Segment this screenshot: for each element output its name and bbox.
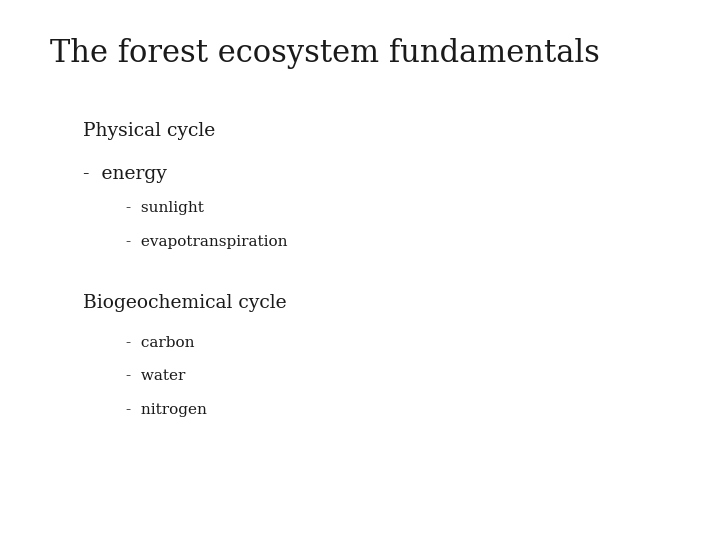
Text: -  water: - water (126, 369, 185, 383)
Text: -  carbon: - carbon (126, 336, 194, 350)
Text: -  nitrogen: - nitrogen (126, 403, 207, 417)
Text: -  energy: - energy (83, 165, 166, 183)
Text: Physical cycle: Physical cycle (83, 122, 215, 139)
Text: Biogeochemical cycle: Biogeochemical cycle (83, 294, 287, 312)
Text: -  sunlight: - sunlight (126, 201, 204, 215)
Text: -  evapotranspiration: - evapotranspiration (126, 235, 287, 249)
Text: The forest ecosystem fundamentals: The forest ecosystem fundamentals (50, 38, 600, 69)
